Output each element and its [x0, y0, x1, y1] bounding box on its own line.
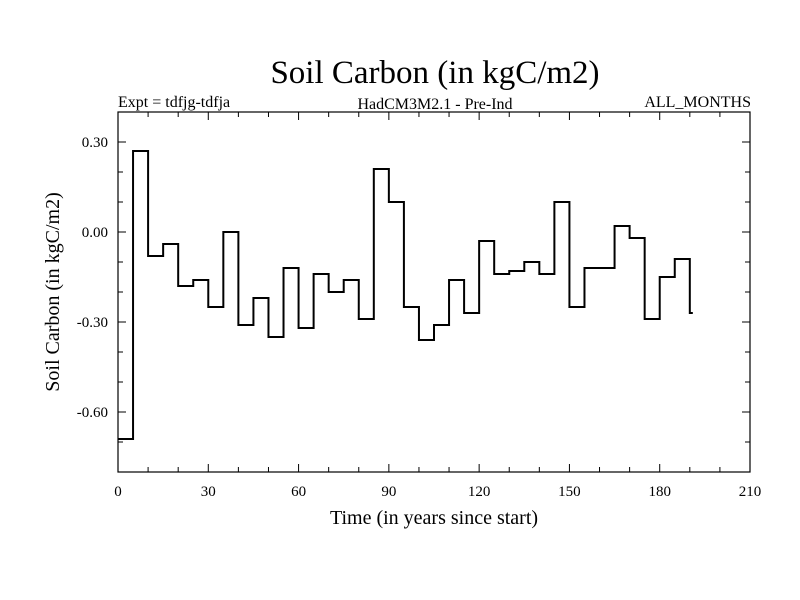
x-axis-label: Time (in years since start) [330, 507, 538, 529]
y-tick-labels: 0.30 0.00 -0.30 -0.60 [77, 135, 108, 421]
y-tick-label: 0.30 [82, 135, 108, 151]
series-line [118, 150, 693, 440]
x-tick-labels: 0 30 60 90 120 150 180 210 [114, 484, 761, 500]
y-axis-label: Soil Carbon (in kgC/m2) [42, 192, 64, 391]
x-tick-label: 150 [558, 484, 581, 500]
chart-title: Soil Carbon (in kgC/m2) [270, 55, 599, 91]
y-tick-label: -0.30 [77, 315, 108, 331]
x-tick-label: 180 [648, 484, 671, 500]
x-tick-label: 60 [291, 484, 306, 500]
chart-subtitle-model: HadCM3M2.1 - Pre-Ind [357, 96, 512, 113]
chart-subtitle-experiment: Expt = tdfjg-tdfja [118, 94, 230, 111]
plot-frame [117, 111, 751, 473]
x-tick-label: 120 [468, 484, 491, 500]
x-tick-label: 0 [114, 484, 122, 500]
y-tick-label: 0.00 [82, 225, 108, 241]
x-tick-label: 30 [201, 484, 216, 500]
x-tick-label: 210 [739, 484, 762, 500]
x-tick-label: 90 [381, 484, 396, 500]
chart-subtitle-period: ALL_MONTHS [644, 94, 751, 111]
y-tick-label: -0.60 [77, 405, 108, 421]
axis-ticks [117, 111, 751, 473]
